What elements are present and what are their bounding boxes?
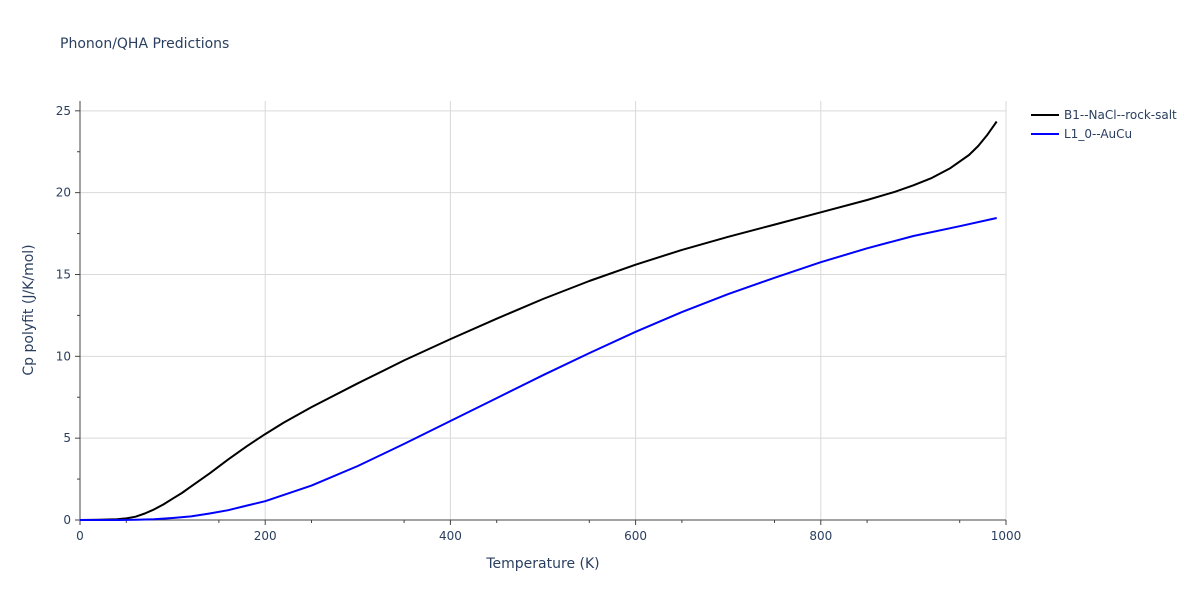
legend-item-1[interactable]: L1_0--AuCu <box>1031 127 1132 141</box>
x-tick-label: 400 <box>439 529 462 543</box>
x-axis-title: Temperature (K) <box>485 556 599 572</box>
axes: 0 200 400 600 800 1000 0 5 10 15 20 25 <box>56 101 1022 543</box>
y-axis-title: Cp polyfit (J/K/mol) <box>21 244 37 375</box>
y-tick-label: 0 <box>63 513 71 527</box>
y-tick-label: 10 <box>56 349 71 363</box>
x-tick-label: 600 <box>624 529 647 543</box>
x-tick-label: 200 <box>254 529 277 543</box>
legend-label: L1_0--AuCu <box>1064 127 1132 141</box>
grid <box>80 101 1007 520</box>
chart-title: Phonon/QHA Predictions <box>60 36 230 52</box>
legend-label: B1--NaCl--rock-salt <box>1064 108 1177 122</box>
legend[interactable]: B1--NaCl--rock-salt L1_0--AuCu <box>1031 108 1177 141</box>
y-tick-label: 5 <box>63 431 71 445</box>
x-tick-label: 1000 <box>991 529 1022 543</box>
series-line-0 <box>79 120 998 521</box>
y-tick-label: 20 <box>56 186 71 200</box>
y-tick-label: 15 <box>56 267 71 281</box>
y-tick-label: 25 <box>56 104 71 118</box>
x-tick-label: 800 <box>809 529 832 543</box>
series-line-1 <box>80 217 997 521</box>
legend-item-0[interactable]: B1--NaCl--rock-salt <box>1031 108 1177 122</box>
x-tick-label: 0 <box>76 529 84 543</box>
series-lines <box>79 120 998 521</box>
